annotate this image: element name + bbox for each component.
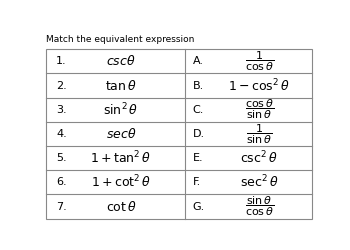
Text: $csc\theta$: $csc\theta$	[106, 54, 136, 68]
Text: A.: A.	[193, 56, 204, 66]
Text: 6.: 6.	[56, 177, 66, 187]
Text: 7.: 7.	[56, 202, 67, 211]
Text: $\dfrac{1}{\sin \theta}$: $\dfrac{1}{\sin \theta}$	[246, 122, 273, 146]
Text: D.: D.	[193, 129, 205, 139]
Text: F.: F.	[193, 177, 201, 187]
Bar	[47, 49, 312, 219]
Text: $\cot\theta$: $\cot\theta$	[106, 200, 136, 213]
Text: $1 + \tan^2 \theta$: $1 + \tan^2 \theta$	[90, 150, 152, 166]
Text: 1.: 1.	[56, 56, 66, 66]
Text: 5.: 5.	[56, 153, 66, 163]
Text: G.: G.	[193, 202, 205, 211]
Text: $sec\theta$: $sec\theta$	[106, 127, 136, 141]
Text: $\sin^2 \theta$: $\sin^2 \theta$	[103, 102, 139, 118]
Text: Match the equivalent expression: Match the equivalent expression	[47, 35, 195, 44]
Text: 4.: 4.	[56, 129, 67, 139]
Text: $1 + \cot^2 \theta$: $1 + \cot^2 \theta$	[91, 174, 151, 191]
Text: $\tan \theta$: $\tan \theta$	[105, 78, 137, 92]
Text: C.: C.	[193, 105, 204, 115]
Text: $\dfrac{\cos\theta}{\sin\theta}$: $\dfrac{\cos\theta}{\sin\theta}$	[245, 98, 274, 122]
Text: $\dfrac{1}{\cos \theta}$: $\dfrac{1}{\cos \theta}$	[245, 50, 274, 73]
Text: $1 - \cos^2 \theta$: $1 - \cos^2 \theta$	[229, 77, 290, 94]
Text: E.: E.	[193, 153, 203, 163]
Text: 3.: 3.	[56, 105, 66, 115]
Text: $\csc^2 \theta$: $\csc^2 \theta$	[240, 150, 278, 166]
Text: B.: B.	[193, 80, 204, 90]
Text: $\sec^2 \theta$: $\sec^2 \theta$	[240, 174, 279, 191]
Text: 2.: 2.	[56, 80, 67, 90]
Text: $\dfrac{\sin \theta}{\cos \theta}$: $\dfrac{\sin \theta}{\cos \theta}$	[245, 195, 274, 218]
